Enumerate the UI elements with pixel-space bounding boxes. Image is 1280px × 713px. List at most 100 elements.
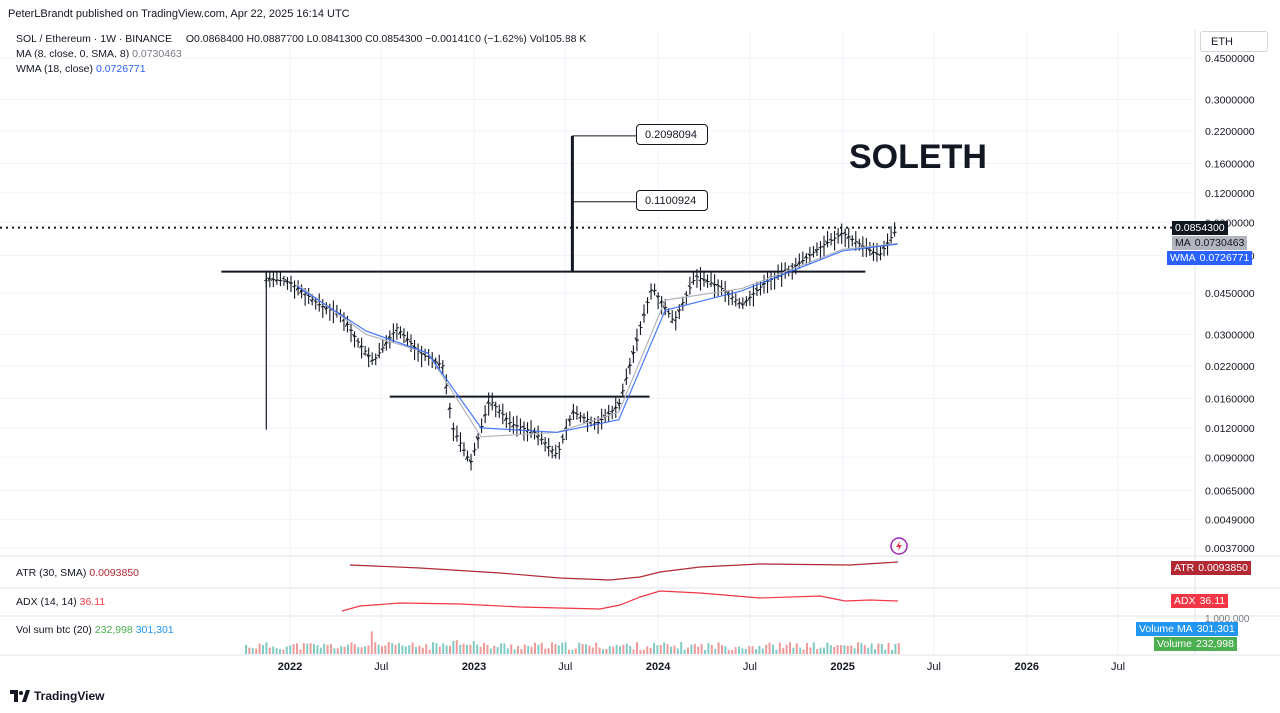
volume-bar	[656, 645, 659, 654]
volume-bar	[282, 649, 285, 654]
volume-bar	[700, 643, 703, 654]
candle-open-tick	[546, 446, 550, 450]
ma-label: MA (8, close, 0, SMA, 8)	[16, 48, 130, 60]
volume-bar	[452, 640, 455, 654]
volume-bar	[666, 644, 669, 654]
volume-bar	[479, 646, 482, 654]
volume-bar	[697, 646, 700, 654]
candle-open-tick	[638, 324, 641, 327]
volume-bar	[867, 647, 870, 654]
candle-open-tick	[867, 248, 871, 252]
volume-bar	[588, 645, 591, 654]
ma-value: 0.0730463	[132, 48, 182, 60]
volume-bar	[707, 643, 710, 654]
candle-open-tick	[405, 336, 408, 343]
volume-bar	[744, 648, 747, 654]
measured-move-projection[interactable]	[570, 135, 636, 272]
adx-line	[341, 590, 899, 612]
volume-bar	[455, 640, 458, 654]
time-tick-label: Jul	[743, 661, 757, 673]
wma-row[interactable]: WMA (18, close) 0.0726771	[16, 62, 586, 77]
volume-bar	[401, 645, 404, 654]
price-axis[interactable]: 0.4500000 0.3000000 0.2200000 0.1600000 0.12…	[1205, 53, 1255, 555]
ohlc-values: O0.0868400 H0.0887700 L0.0841300 C0.0854…	[185, 33, 587, 45]
candle-open-tick	[397, 330, 401, 335]
candle-open-tick	[436, 362, 440, 367]
candle-open-tick	[676, 309, 680, 313]
time-tick-label: 2024	[646, 661, 671, 673]
candle-open-tick	[352, 333, 355, 338]
candle-open-tick	[715, 283, 719, 287]
volume-tag: Volume 232,998	[1154, 637, 1237, 651]
volume-bar	[717, 642, 720, 654]
price-tick-label: 0.4500000	[1205, 53, 1255, 65]
candle-open-tick	[465, 455, 468, 461]
volume-bar	[523, 644, 526, 654]
lightning-icon[interactable]	[890, 537, 908, 555]
volume-bar	[262, 645, 264, 654]
candle-open-tick	[888, 239, 892, 242]
volume-bar	[374, 642, 377, 654]
tradingview-logo[interactable]: TradingView	[10, 689, 104, 703]
candle-open-tick	[578, 416, 581, 419]
volma-tag-label: Volume MA	[1139, 623, 1193, 635]
candle-open-tick	[613, 406, 617, 410]
volume-bar	[561, 642, 564, 654]
volume-bar	[585, 644, 587, 654]
candle-open-tick	[666, 310, 669, 313]
target-box-high[interactable]: 0.2098094	[636, 124, 708, 145]
vol-scale: 1,000,000	[1205, 614, 1250, 625]
candle-open-tick	[366, 353, 370, 359]
time-tick-label: 2022	[278, 661, 302, 673]
volume-bar	[275, 647, 278, 654]
atr-label: ATR (30, SMA)	[16, 567, 87, 579]
volume-bar	[445, 645, 448, 654]
volume-bar	[727, 649, 730, 654]
candle-open-tick	[345, 321, 348, 328]
trendlines[interactable]	[221, 270, 866, 398]
candle-open-tick	[747, 296, 751, 301]
volume-bar	[785, 644, 788, 654]
candle-open-tick	[309, 299, 313, 303]
time-tick-label: 2025	[830, 661, 854, 673]
price-tick-label: 0.0065000	[1205, 485, 1255, 497]
candle-open-tick	[623, 377, 627, 382]
volume-bar	[816, 648, 819, 654]
currency-button[interactable]: ETH	[1200, 31, 1268, 52]
time-tick-label: Jul	[1111, 661, 1125, 673]
volume-bar	[809, 647, 812, 654]
candle-open-tick	[606, 411, 610, 415]
volume-bar	[554, 644, 557, 654]
last-price-tag: 0.0854300	[1172, 221, 1228, 235]
atr-tag: ATR 0.0093850	[1171, 561, 1251, 575]
candle-open-tick	[521, 425, 525, 428]
ma-row[interactable]: MA (8, close, 0, SMA, 8) 0.0730463	[16, 47, 586, 62]
candle-open-tick	[627, 363, 631, 369]
adx-legend[interactable]: ADX (14, 14) 36.11	[16, 596, 105, 608]
price-tick-label: 0.2200000	[1205, 126, 1255, 138]
annotation-title[interactable]: SOLETH	[849, 138, 987, 176]
price-tick-label: 0.0090000	[1205, 452, 1255, 464]
atr-legend[interactable]: ATR (30, SMA) 0.0093850	[16, 567, 139, 579]
volume-bar	[602, 649, 604, 654]
ma-line	[296, 243, 898, 438]
time-axis[interactable]: 2022 Jul 2023 Jul 2024 Jul 2025 Jul 2026 Jul	[278, 661, 1125, 673]
volume-bar	[887, 642, 890, 654]
candle-open-tick	[511, 424, 514, 428]
adx-tag-value: 36.11	[1199, 595, 1226, 607]
volume-bar	[591, 647, 594, 654]
candle-open-tick	[503, 417, 507, 422]
candle-open-tick	[814, 248, 818, 253]
volume-bar	[874, 649, 876, 654]
candle-open-tick	[553, 454, 557, 457]
volume-bar	[530, 646, 533, 654]
symbol-row[interactable]: SOL / Ethereum · 1W · BINANCE O0.0868400…	[16, 32, 586, 47]
volume-bar	[724, 646, 727, 654]
candle-open-tick	[323, 306, 327, 311]
volume-bar	[370, 631, 373, 654]
volume-bar	[761, 648, 764, 654]
vol-legend[interactable]: Vol sum btc (20) 232,998 301,301	[16, 624, 174, 636]
candle-open-tick	[539, 439, 542, 441]
target-box-mid[interactable]: 0.1100924	[636, 190, 708, 211]
